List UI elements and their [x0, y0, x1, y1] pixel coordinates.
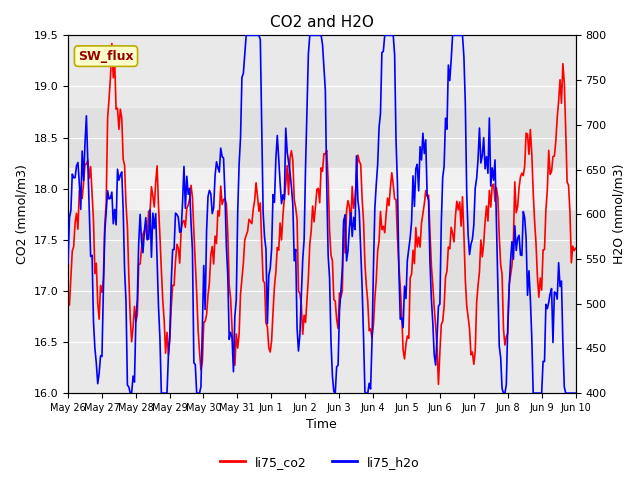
X-axis label: Time: Time [307, 419, 337, 432]
Title: CO2 and H2O: CO2 and H2O [270, 15, 374, 30]
Bar [68, 312, 575, 393]
Y-axis label: CO2 (mmol/m3): CO2 (mmol/m3) [15, 164, 28, 264]
Bar [68, 36, 575, 107]
Legend: li75_co2, li75_h2o: li75_co2, li75_h2o [215, 451, 425, 474]
Y-axis label: H2O (mmol/m3): H2O (mmol/m3) [612, 164, 625, 264]
Bar [68, 168, 575, 209]
Text: SW_flux: SW_flux [78, 49, 134, 63]
